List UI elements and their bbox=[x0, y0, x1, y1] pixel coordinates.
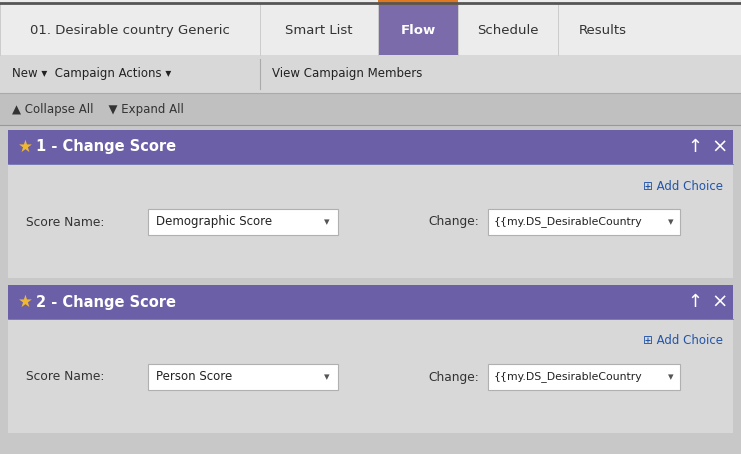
Bar bbox=[8, 285, 733, 319]
Text: Smart List: Smart List bbox=[285, 24, 353, 37]
Text: ★: ★ bbox=[18, 293, 33, 311]
Text: Demographic Score: Demographic Score bbox=[156, 216, 272, 228]
Bar bbox=[148, 209, 338, 235]
Bar bbox=[8, 130, 733, 278]
Text: ★: ★ bbox=[18, 138, 33, 156]
Text: ↑: ↑ bbox=[687, 293, 702, 311]
Text: 01. Desirable country Generic: 01. Desirable country Generic bbox=[30, 24, 230, 37]
Bar bbox=[488, 209, 680, 235]
Text: ×: × bbox=[711, 292, 728, 311]
Text: ▾: ▾ bbox=[668, 217, 674, 227]
Text: ▾: ▾ bbox=[668, 372, 674, 382]
Text: Person Score: Person Score bbox=[156, 370, 232, 384]
Bar bbox=[378, 0, 458, 5]
Text: ▾: ▾ bbox=[325, 217, 330, 227]
Text: 1 - Change Score: 1 - Change Score bbox=[36, 139, 176, 154]
Text: Results: Results bbox=[579, 24, 627, 37]
Text: ⊞ Add Choice: ⊞ Add Choice bbox=[643, 335, 723, 347]
Text: View Campaign Members: View Campaign Members bbox=[272, 68, 422, 80]
Text: Score Name:: Score Name: bbox=[26, 216, 104, 228]
Text: ×: × bbox=[711, 138, 728, 157]
Text: ⊞ Add Choice: ⊞ Add Choice bbox=[643, 179, 723, 192]
Text: Score Name:: Score Name: bbox=[26, 370, 104, 384]
Bar bbox=[488, 364, 680, 390]
Text: New ▾  Campaign Actions ▾: New ▾ Campaign Actions ▾ bbox=[12, 68, 171, 80]
Bar bbox=[458, 0, 558, 55]
Text: ▲ Collapse All    ▼ Expand All: ▲ Collapse All ▼ Expand All bbox=[12, 103, 184, 115]
Bar bbox=[148, 364, 338, 390]
Text: Schedule: Schedule bbox=[477, 24, 539, 37]
Text: {{my.DS_DesirableCountry: {{my.DS_DesirableCountry bbox=[494, 217, 642, 227]
Bar bbox=[8, 130, 733, 164]
Bar bbox=[260, 0, 378, 55]
Text: {{my.DS_DesirableCountry: {{my.DS_DesirableCountry bbox=[494, 371, 642, 382]
Bar bbox=[0, 93, 741, 125]
Bar bbox=[378, 0, 458, 55]
Text: Change:: Change: bbox=[428, 370, 479, 384]
Bar bbox=[0, 0, 260, 55]
Bar bbox=[0, 55, 741, 93]
Text: 2 - Change Score: 2 - Change Score bbox=[36, 295, 176, 310]
Bar bbox=[8, 285, 733, 433]
Bar bbox=[0, 0, 741, 55]
Text: Flow: Flow bbox=[400, 24, 436, 37]
Text: ↑: ↑ bbox=[687, 138, 702, 156]
Text: Change:: Change: bbox=[428, 216, 479, 228]
Bar bbox=[558, 0, 648, 55]
Text: ▾: ▾ bbox=[325, 372, 330, 382]
